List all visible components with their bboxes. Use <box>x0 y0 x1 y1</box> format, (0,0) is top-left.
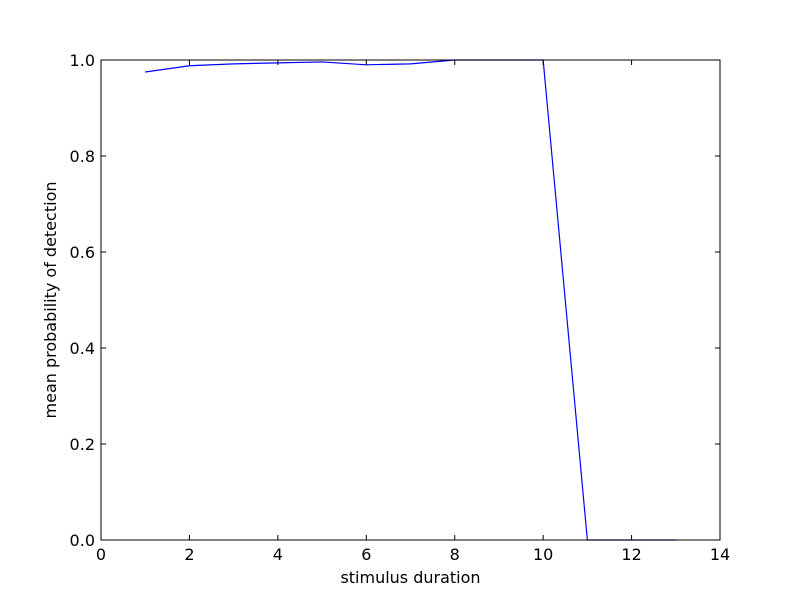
x-tick-label: 2 <box>184 545 194 564</box>
y-tick-label: 1.0 <box>70 51 95 70</box>
y-axis-label: mean probability of detection <box>41 182 60 419</box>
y-tick-label: 0.2 <box>70 435 95 454</box>
x-tick-label: 4 <box>273 545 283 564</box>
y-tick-label: 0.6 <box>70 243 95 262</box>
x-tick-label: 0 <box>96 545 106 564</box>
x-tick-label: 6 <box>361 545 371 564</box>
x-tick-label: 8 <box>450 545 460 564</box>
y-tick-label: 0.0 <box>70 531 95 550</box>
y-tick-label: 0.8 <box>70 147 95 166</box>
x-tick-label: 10 <box>533 545 553 564</box>
x-axis-label: stimulus duration <box>340 568 480 587</box>
y-tick-label: 0.4 <box>70 339 95 358</box>
ticks: 0 2 4 6 8 10 12 14 0.0 0.2 0.4 0.6 0.8 1.0 <box>70 51 731 564</box>
plot-frame <box>100 59 721 541</box>
x-tick-label: 12 <box>621 545 641 564</box>
x-tick-label: 14 <box>710 545 730 564</box>
